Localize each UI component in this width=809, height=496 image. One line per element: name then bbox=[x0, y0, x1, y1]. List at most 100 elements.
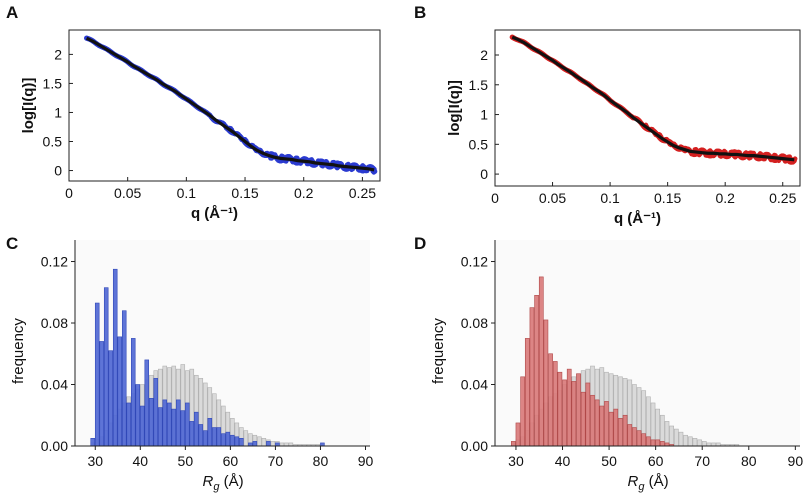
panel-d-bar-ensemble bbox=[599, 405, 605, 447]
panel-b-y-tick-label: 2 bbox=[480, 47, 488, 63]
panel-d-x-axis-label: Rg (Å) bbox=[628, 473, 669, 493]
panel-c-bar-ensemble bbox=[266, 441, 271, 447]
panel-d-bar-ensemble bbox=[636, 430, 642, 447]
panel-b-plot-frame bbox=[494, 29, 801, 187]
panel-d-x-tick-label: 90 bbox=[788, 453, 804, 469]
panel-c-x-axis-label: Rg (Å) bbox=[203, 473, 244, 493]
panel-c-bar-ensemble bbox=[117, 336, 122, 447]
panel-c-bar-ensemble bbox=[108, 350, 113, 447]
panel-d-bar-ensemble bbox=[548, 353, 553, 447]
panel-c-bar-ensemble bbox=[221, 433, 226, 447]
panel-a-fit-line bbox=[85, 36, 375, 172]
panel-c-bar-ensemble bbox=[149, 398, 154, 447]
panel-c-rg-histogram: 30 40 50 60 70 80 90 0.00 0.04 0.08 0.12 Rg (Å) freq… bbox=[10, 240, 373, 493]
panel-d-bar-ensemble bbox=[571, 381, 577, 447]
panel-d-y-axis-label: frequency bbox=[430, 318, 447, 384]
panel-c-x-tick-label: 50 bbox=[178, 453, 194, 469]
panel-d-y-tick-label: 0.04 bbox=[461, 377, 488, 393]
panel-a-y-tick-label: 0 bbox=[54, 163, 62, 179]
panel-c-bar-ensemble bbox=[140, 405, 145, 447]
panel-d-bar-ensemble bbox=[604, 401, 609, 447]
panel-b-x-tick-label: 0.05 bbox=[539, 190, 566, 206]
panel-d-bar-reference bbox=[692, 438, 698, 447]
panel-d-bar-ensemble bbox=[655, 439, 661, 447]
panel-d-bar-reference bbox=[650, 402, 656, 447]
panel-a-x-tick-label: 0.1 bbox=[177, 185, 197, 201]
panel-d-bar-ensemble bbox=[594, 399, 600, 447]
panel-b-y-tick-label: 0.5 bbox=[469, 136, 489, 152]
panel-c-x-tick-label: 60 bbox=[223, 453, 239, 469]
panel-a-y-tick-label: 1.5 bbox=[43, 75, 63, 91]
panel-d-x-tick-label: 70 bbox=[694, 453, 710, 469]
panel-c-bar-ensemble bbox=[121, 310, 127, 447]
panel-c-bar-ensemble bbox=[198, 424, 204, 447]
panel-d-bar-reference bbox=[678, 431, 684, 447]
panel-d-x-tick-label: 80 bbox=[741, 453, 757, 469]
panel-a-saxs-profile: 0 0.05 0.1 0.15 0.2 0.25 0 0.5 1 1.5 2 q (Å⁻¹) log[I… bbox=[20, 29, 381, 222]
panel-a-x-axis-label: q (Å⁻¹) bbox=[191, 205, 238, 222]
panel-c-x-axis-label-main: R bbox=[203, 473, 214, 490]
panel-c-bar-ensemble bbox=[216, 427, 222, 447]
panel-d-bar-ensemble bbox=[562, 379, 567, 447]
panel-c-x-tick-label: 40 bbox=[133, 453, 149, 469]
panel-c-y-tick-label: 0.00 bbox=[41, 438, 68, 454]
panel-d-bar-ensemble bbox=[576, 373, 581, 447]
panel-d-bar-ensemble bbox=[557, 371, 563, 447]
panel-c-x-tick-label: 30 bbox=[87, 453, 103, 469]
panel-label-d: D bbox=[414, 234, 426, 253]
panel-c-bar-ensemble bbox=[94, 302, 100, 447]
panel-a-y-axis-label: log[I(q)] bbox=[20, 78, 37, 134]
panel-a-y-tick-label: 2 bbox=[54, 46, 62, 62]
panel-b-fit-line bbox=[511, 35, 795, 162]
panel-c-bar-ensemble bbox=[194, 411, 199, 447]
panel-b-x-tick-label: 0.25 bbox=[769, 190, 796, 206]
panel-label-a: A bbox=[6, 3, 18, 22]
panel-b-y-axis-label: log[I(q)] bbox=[446, 80, 463, 136]
panel-b-x-tick-label: 0.15 bbox=[654, 190, 681, 206]
panel-c-bar-reference bbox=[270, 441, 276, 447]
panel-c-bar-reference bbox=[261, 438, 267, 447]
panel-c-x-axis-label-sub: g bbox=[213, 481, 220, 493]
panel-c-bar-reference bbox=[243, 430, 249, 447]
panel-c-bar-ensemble bbox=[176, 399, 181, 447]
panel-d-bar-reference bbox=[683, 434, 688, 447]
panel-c-x-tick-label: 90 bbox=[358, 453, 374, 469]
panel-a-y-tick-label: 1 bbox=[54, 104, 62, 120]
panel-c-bar-ensemble bbox=[99, 341, 104, 447]
panel-d-bar-reference bbox=[687, 436, 693, 447]
panel-b-y-tick-label: 0 bbox=[480, 166, 488, 182]
panel-c-bar-ensemble bbox=[90, 438, 95, 447]
panel-c-bar-ensemble bbox=[230, 434, 235, 447]
panel-c-bar-ensemble bbox=[225, 431, 231, 447]
panel-c-bar-ensemble bbox=[126, 402, 131, 447]
panel-d-x-axis-label-main: R bbox=[628, 473, 639, 490]
panel-d-bar-ensemble bbox=[613, 408, 619, 447]
panel-d-bar-ensemble bbox=[510, 441, 516, 447]
panel-d-bar-ensemble bbox=[650, 439, 656, 447]
panel-d-bar-ensemble bbox=[552, 361, 558, 447]
panel-d-bar-ensemble bbox=[632, 427, 637, 447]
panel-d-x-tick-label: 50 bbox=[601, 453, 617, 469]
panel-d-bar-ensemble bbox=[585, 382, 591, 447]
panel-a-x-tick-label: 0 bbox=[65, 185, 73, 201]
panel-label-b: B bbox=[414, 3, 426, 22]
panel-c-bar-ensemble bbox=[212, 427, 217, 447]
panel-c-bar-ensemble bbox=[167, 402, 172, 447]
panel-d-bar-ensemble bbox=[580, 391, 586, 447]
panel-c-bar-ensemble bbox=[103, 287, 109, 447]
panel-d-bar-ensemble bbox=[627, 424, 633, 447]
panel-c-bar-ensemble bbox=[171, 408, 177, 447]
panel-c-bar-ensemble bbox=[131, 338, 136, 447]
panel-d-bar-ensemble bbox=[646, 436, 651, 447]
panel-d-bar-ensemble bbox=[660, 441, 665, 447]
panel-d-x-tick-label: 30 bbox=[508, 453, 524, 469]
panel-b-y-tick-label: 1.5 bbox=[469, 77, 489, 93]
panel-a-y-tick-label: 0.5 bbox=[43, 134, 63, 150]
panel-d-y-tick-label: 0.12 bbox=[461, 254, 488, 270]
panel-c-bar-ensemble bbox=[252, 441, 258, 447]
panel-c-x-tick-label: 80 bbox=[313, 453, 329, 469]
panel-d-bar-ensemble bbox=[538, 276, 544, 447]
panel-d-bar-reference bbox=[701, 441, 707, 447]
panel-d-rg-histogram: 30 40 50 60 70 80 90 0.00 0.04 0.08 0.12 Rg (Å) freq… bbox=[430, 240, 803, 493]
